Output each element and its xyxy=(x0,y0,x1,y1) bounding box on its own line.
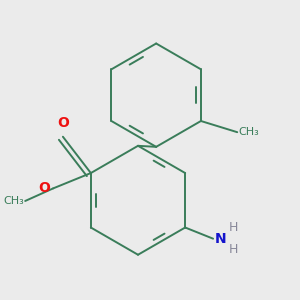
Text: CH₃: CH₃ xyxy=(3,196,24,206)
Text: H: H xyxy=(229,221,238,234)
Text: H: H xyxy=(229,243,238,256)
Text: N: N xyxy=(214,232,226,246)
Text: O: O xyxy=(38,182,50,195)
Text: CH₃: CH₃ xyxy=(238,127,260,137)
Text: O: O xyxy=(57,116,69,130)
